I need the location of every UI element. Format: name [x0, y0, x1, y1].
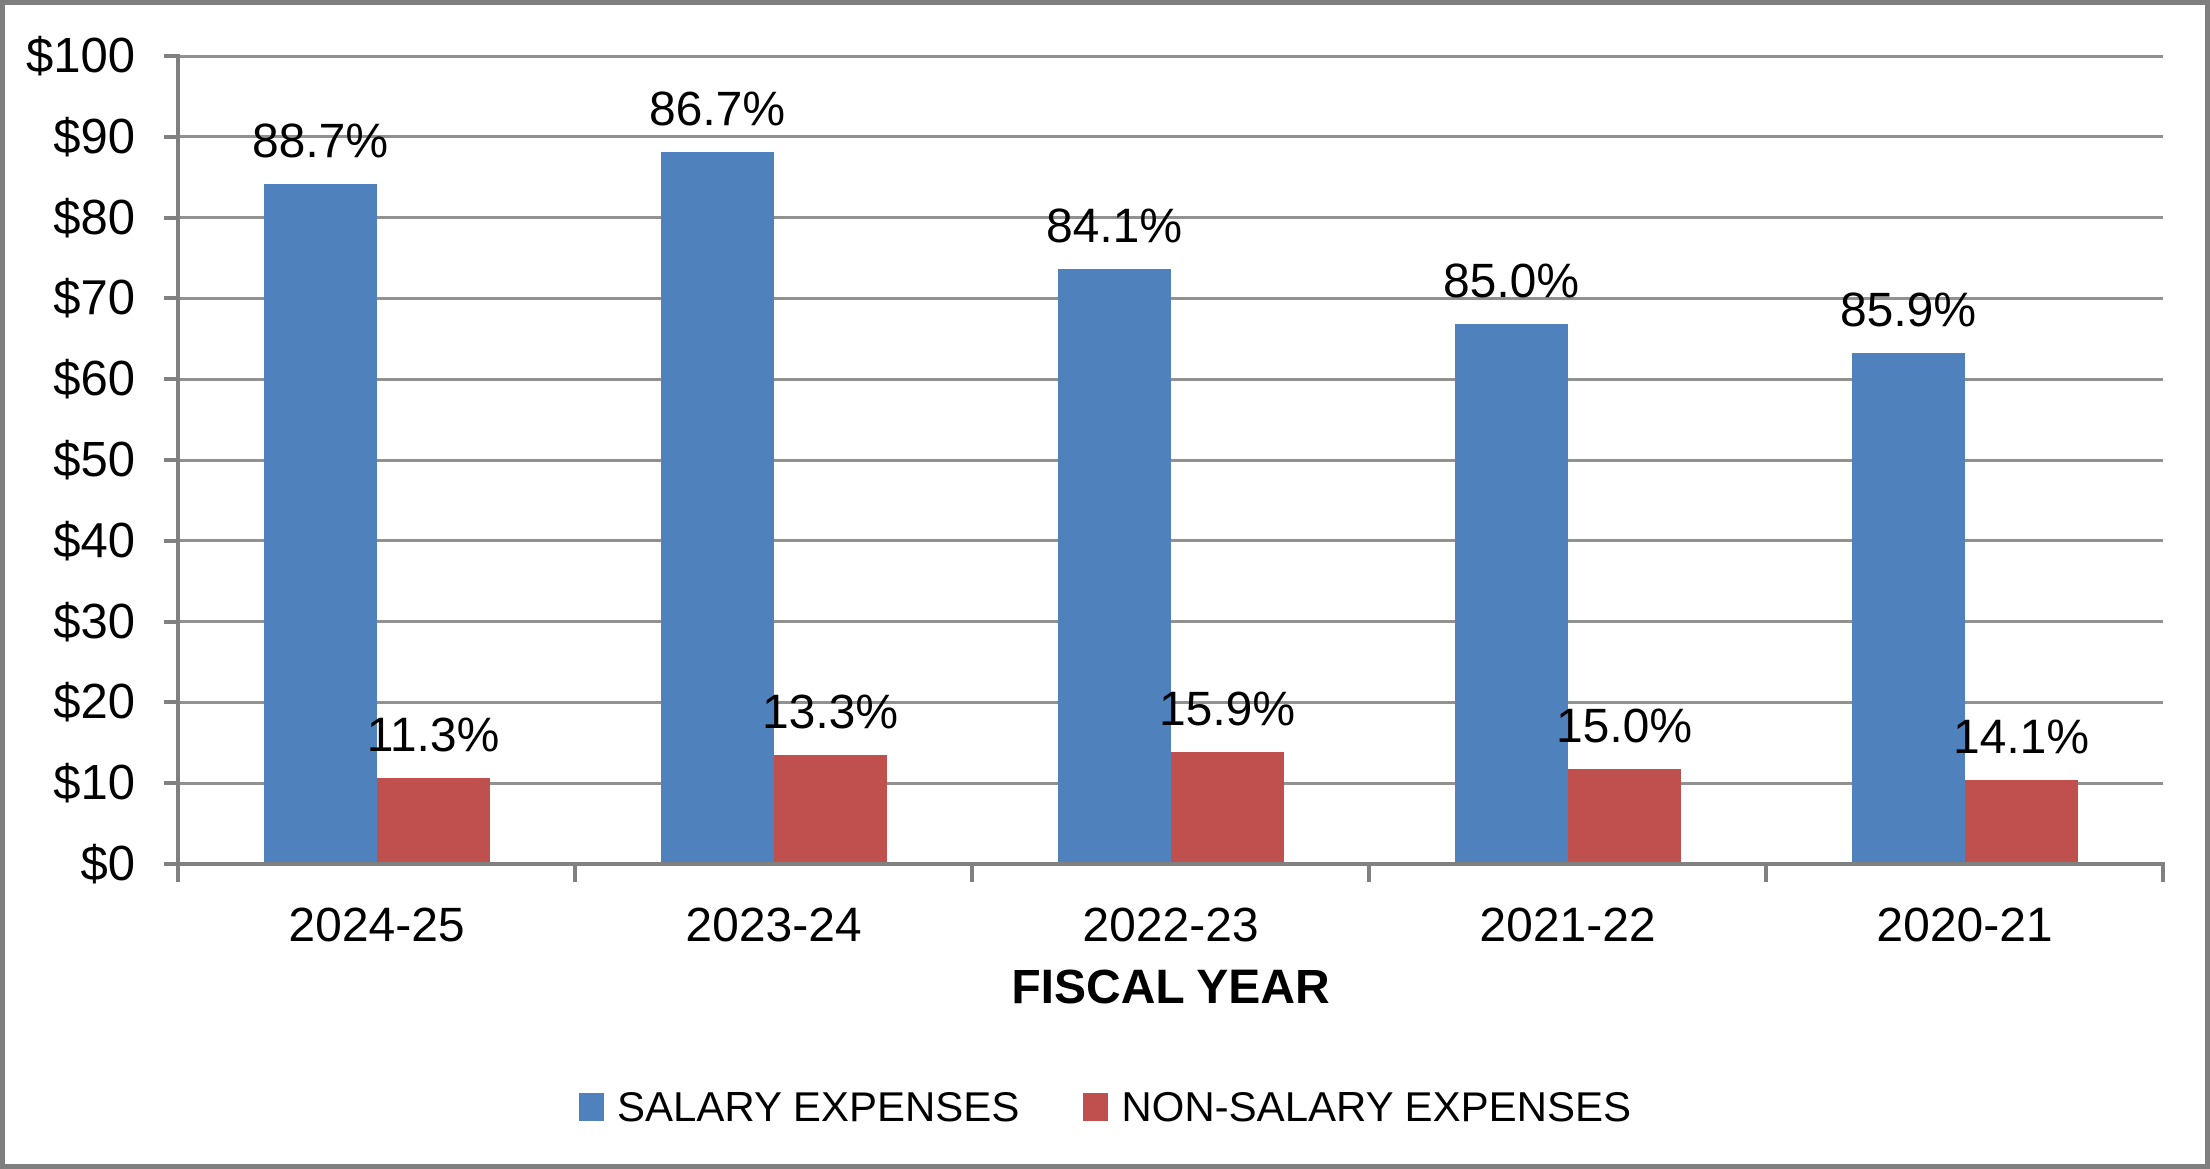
y-tick-mark: [164, 700, 178, 705]
data-label: 85.9%: [1839, 284, 1977, 338]
legend: SALARY EXPENSES NON-SALARY EXPENSES: [5, 1081, 2205, 1133]
x-tick-mark: [176, 866, 180, 882]
x-tick-mark: [1764, 866, 1768, 882]
x-axis-line: [164, 862, 2165, 866]
y-tick-mark: [164, 862, 178, 866]
x-tick-mark: [2161, 866, 2165, 882]
bar-salary-expenses-2022-23: [1057, 268, 1171, 864]
legend-item-non-salary-expenses: NON-SALARY EXPENSES: [1083, 1083, 1631, 1131]
legend-swatch-salary-icon: [579, 1093, 605, 1121]
y-tick-label-70: $70: [53, 271, 135, 326]
y-axis-line: [176, 54, 180, 880]
y-tick-label-90: $90: [53, 109, 135, 164]
y-tick-mark: [164, 538, 178, 543]
x-category-label-2022-23: 2022-23: [1082, 899, 1259, 952]
gridline-70: [178, 296, 2163, 300]
x-category-label-2024-25: 2024-25: [288, 899, 465, 952]
x-tick-mark: [970, 866, 974, 882]
y-tick-mark: [164, 458, 178, 462]
bar-non-salary-expenses-2020-21: [1964, 779, 2078, 864]
data-label: 88.7%: [251, 114, 389, 168]
bar-salary-expenses-2023-24: [660, 152, 774, 864]
y-tick-label-10: $10: [53, 756, 135, 811]
bar-non-salary-expenses-2023-24: [773, 754, 887, 864]
data-label: 85.0%: [1442, 255, 1580, 309]
gridline-100: [178, 54, 2163, 58]
data-label: 15.9%: [1158, 682, 1296, 736]
bar-salary-expenses-2020-21: [1851, 353, 1965, 864]
data-label: 13.3%: [761, 685, 899, 739]
y-tick-mark: [164, 134, 178, 139]
x-category-label-2020-21: 2020-21: [1876, 899, 2053, 952]
y-tick-mark: [164, 781, 178, 786]
gridline-90: [178, 135, 2163, 139]
y-tick-label-30: $30: [53, 594, 135, 649]
gridline-20: [178, 700, 2163, 704]
y-tick-mark: [164, 54, 178, 58]
gridline-60: [178, 377, 2163, 381]
bar-salary-expenses-2021-22: [1454, 324, 1568, 864]
x-axis-title: FISCAL YEAR: [1011, 961, 1330, 1014]
bar-salary-expenses-2024-25: [263, 183, 377, 864]
data-label: 14.1%: [1952, 710, 2090, 764]
x-category-label-2023-24: 2023-24: [685, 899, 862, 952]
y-tick-mark: [164, 377, 178, 382]
y-tick-mark: [164, 215, 178, 220]
data-label: 86.7%: [648, 83, 786, 137]
x-category-label-2021-22: 2021-22: [1479, 899, 1656, 952]
y-tick-label-40: $40: [53, 513, 135, 568]
data-label: 11.3%: [366, 708, 500, 762]
legend-label-salary: SALARY EXPENSES: [617, 1083, 1020, 1130]
data-label: 15.0%: [1555, 699, 1693, 753]
gridline-40: [178, 539, 2163, 543]
bar-non-salary-expenses-2024-25: [376, 777, 490, 864]
y-tick-mark: [164, 296, 178, 301]
bar-non-salary-expenses-2021-22: [1567, 768, 1681, 864]
y-tick-label-50: $50: [53, 433, 135, 487]
y-tick-label-60: $60: [53, 352, 135, 407]
y-tick-label-0: $0: [80, 837, 135, 891]
gridline-30: [178, 620, 2163, 624]
legend-label-non-salary: NON-SALARY EXPENSES: [1121, 1083, 1631, 1130]
legend-swatch-non-salary-icon: [1083, 1093, 1109, 1121]
bar-non-salary-expenses-2022-23: [1170, 751, 1284, 864]
gridline-80: [178, 216, 2163, 220]
plot-area: 88.7% 86.7% 84.1% 85.0% 85.9% 11.3% 13.3% 15.9%…: [178, 54, 2163, 864]
gridline-50: [178, 458, 2163, 462]
y-tick-label-100: $100: [25, 29, 135, 83]
y-tick-label-20: $20: [53, 675, 135, 730]
x-tick-mark: [573, 866, 577, 882]
y-tick-label-80: $80: [53, 190, 135, 245]
y-tick-mark: [164, 619, 178, 624]
data-label: 84.1%: [1045, 199, 1183, 253]
legend-item-salary-expenses: SALARY EXPENSES: [579, 1083, 1019, 1131]
x-tick-mark: [1367, 866, 1371, 882]
